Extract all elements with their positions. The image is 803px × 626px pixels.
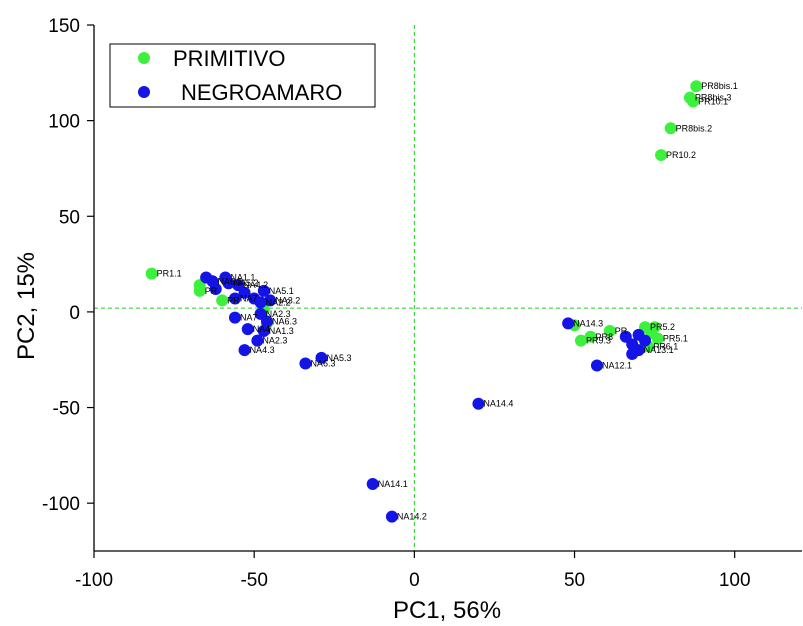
point-label: NA5.2	[234, 278, 259, 288]
point-label: NA4	[253, 324, 271, 334]
data-point-primitivo	[651, 332, 664, 345]
data-point-primitivo	[584, 330, 597, 343]
data-point-primitivo	[687, 95, 700, 108]
point-label: PR8bis.3	[695, 93, 732, 103]
point-label: NA13.1	[644, 345, 674, 355]
point-label: PR1.1	[157, 269, 182, 279]
y-axis-title: PC2, 15%	[13, 252, 40, 360]
data-point-negroamaro	[257, 284, 270, 297]
point-label: NA12.1	[602, 360, 632, 370]
legend-label-negroamaro: NEGROAMARO	[181, 80, 342, 105]
legend-marker-primitivo	[138, 52, 150, 64]
data-point-negroamaro	[238, 286, 251, 299]
legend-label-primitivo: PRIMITIVO	[173, 46, 285, 71]
point-label: NA7	[240, 313, 258, 323]
point-label: NA6.3	[310, 359, 335, 369]
y-tick-label: 50	[59, 207, 80, 228]
point-label: PR8bis.1	[701, 81, 738, 91]
x-tick-label: 50	[564, 570, 585, 591]
data-point-primitivo	[603, 325, 616, 338]
y-tick-label: 0	[69, 303, 80, 324]
point-label: PR8	[596, 332, 614, 342]
x-tick-label: -50	[240, 570, 267, 591]
data-point-negroamaro	[241, 323, 254, 336]
data-point-primitivo	[193, 284, 206, 297]
data-point-negroamaro	[209, 282, 222, 295]
x-tick-label: 0	[409, 570, 420, 591]
point-label: PR	[227, 295, 240, 305]
point-label: NA14.3	[573, 318, 603, 328]
data-points	[145, 80, 703, 523]
data-point-negroamaro	[228, 292, 241, 305]
data-point-negroamaro	[315, 351, 328, 364]
x-tick-label: 100	[719, 570, 751, 591]
point-label: PR6.1	[653, 341, 678, 351]
data-point-primitivo	[574, 334, 587, 347]
data-point-negroamaro	[264, 294, 277, 307]
point-label: NA1.1	[230, 272, 255, 282]
point-label: NA4.3	[250, 345, 275, 355]
point-label: NA2.3	[266, 309, 291, 319]
data-point-negroamaro	[254, 296, 267, 309]
point-label: NA14.1	[378, 479, 408, 489]
point-label: PR9.3	[586, 336, 611, 346]
y-tick-label: 100	[48, 112, 80, 133]
data-point-negroamaro	[238, 344, 251, 357]
point-label: NA4.2	[243, 280, 268, 290]
legend: PRIMITIVO NEGROAMARO	[109, 43, 376, 108]
reference-lines	[94, 25, 802, 551]
data-point-primitivo	[655, 149, 668, 162]
point-label: NA5.3	[326, 353, 351, 363]
data-point-negroamaro	[251, 334, 264, 347]
y-tick-label: -100	[42, 494, 80, 515]
legend-box	[109, 43, 376, 108]
point-label: NA14.4	[483, 399, 513, 409]
data-point-negroamaro	[562, 317, 575, 330]
point-label: PR10.2	[666, 150, 696, 160]
point-label: PR5.1	[663, 334, 688, 344]
data-point-negroamaro	[590, 359, 603, 372]
point-label: NA2.2	[266, 297, 291, 307]
legend-marker-negroamaro	[138, 86, 150, 98]
point-label: PR10.1	[698, 97, 728, 107]
x-tick-label: -100	[75, 570, 113, 591]
data-point-negroamaro	[228, 311, 241, 324]
data-point-negroamaro	[299, 357, 312, 370]
data-point-negroamaro	[366, 478, 379, 491]
point-label: PR	[615, 326, 628, 336]
point-label: PR8bis.2	[676, 123, 713, 133]
point-label: NA5.1	[269, 286, 294, 296]
data-point-primitivo	[145, 267, 158, 280]
data-point-negroamaro	[222, 277, 235, 290]
point-label: NA1.3	[269, 326, 294, 336]
y-tick-label: 150	[48, 16, 80, 37]
point-label: PR	[205, 286, 218, 296]
data-point-negroamaro	[385, 510, 398, 523]
x-axis-title: PC1, 56%	[393, 597, 501, 624]
point-label: NA7	[240, 294, 258, 304]
axes: -100 -50 0 50 100 150 100 50 0 -50 -100	[42, 16, 802, 591]
data-point-negroamaro	[639, 334, 652, 347]
point-label: NA6.3	[272, 316, 297, 326]
point-label: NA2.3	[262, 336, 287, 346]
data-point-primitivo	[690, 80, 703, 93]
point-label: NA14.2	[397, 512, 427, 522]
y-tick-label: -50	[53, 399, 80, 420]
data-point-primitivo	[664, 122, 677, 135]
point-label: PR5.2	[650, 322, 675, 332]
data-point-negroamaro	[626, 347, 639, 360]
point-label: NA3.2	[275, 295, 300, 305]
data-point-negroamaro	[472, 397, 485, 410]
data-point-negroamaro	[257, 325, 270, 338]
data-point-negroamaro	[260, 315, 273, 328]
point-label: NA6.1	[218, 276, 243, 286]
data-point-primitivo	[216, 294, 229, 307]
